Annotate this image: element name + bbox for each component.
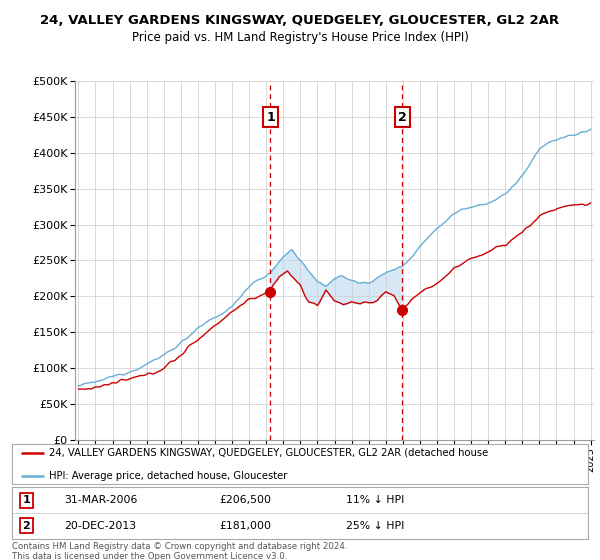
Text: 24, VALLEY GARDENS KINGSWAY, QUEDGELEY, GLOUCESTER, GL2 2AR (detached house: 24, VALLEY GARDENS KINGSWAY, QUEDGELEY, … <box>49 448 488 458</box>
Text: 1: 1 <box>23 495 30 505</box>
Text: 20-DEC-2013: 20-DEC-2013 <box>64 521 136 531</box>
Text: £181,000: £181,000 <box>220 521 271 531</box>
Text: 11% ↓ HPI: 11% ↓ HPI <box>346 495 404 505</box>
Text: 24, VALLEY GARDENS KINGSWAY, QUEDGELEY, GLOUCESTER, GL2 2AR: 24, VALLEY GARDENS KINGSWAY, QUEDGELEY, … <box>40 14 560 27</box>
Text: £206,500: £206,500 <box>220 495 271 505</box>
Text: Contains HM Land Registry data © Crown copyright and database right 2024.
This d: Contains HM Land Registry data © Crown c… <box>12 542 347 560</box>
Text: 2: 2 <box>23 521 30 531</box>
Text: 1: 1 <box>266 110 275 124</box>
Text: Price paid vs. HM Land Registry's House Price Index (HPI): Price paid vs. HM Land Registry's House … <box>131 31 469 44</box>
Text: 31-MAR-2006: 31-MAR-2006 <box>64 495 137 505</box>
Text: HPI: Average price, detached house, Gloucester: HPI: Average price, detached house, Glou… <box>49 470 288 480</box>
Text: 2: 2 <box>398 110 407 124</box>
Text: 25% ↓ HPI: 25% ↓ HPI <box>346 521 404 531</box>
